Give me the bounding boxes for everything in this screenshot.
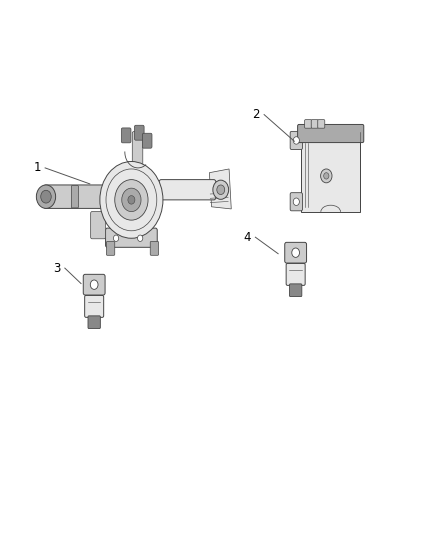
Circle shape [138,235,143,241]
Circle shape [324,173,329,179]
FancyBboxPatch shape [290,131,302,149]
Circle shape [122,188,141,212]
FancyBboxPatch shape [290,284,302,296]
FancyBboxPatch shape [159,180,216,200]
FancyBboxPatch shape [305,119,311,128]
FancyBboxPatch shape [134,125,144,140]
Circle shape [293,198,299,205]
Circle shape [113,235,119,241]
Text: 1: 1 [33,161,41,174]
FancyBboxPatch shape [43,185,108,208]
FancyBboxPatch shape [285,243,307,263]
FancyBboxPatch shape [88,316,100,328]
Text: 2: 2 [252,108,260,121]
Circle shape [115,180,148,220]
FancyBboxPatch shape [301,129,360,212]
Circle shape [321,169,332,183]
Circle shape [292,248,300,257]
Polygon shape [209,169,231,209]
Circle shape [36,185,56,208]
FancyBboxPatch shape [106,228,157,247]
Circle shape [41,190,51,203]
FancyBboxPatch shape [71,185,78,208]
Circle shape [90,280,98,289]
Circle shape [293,136,299,144]
FancyBboxPatch shape [121,128,131,143]
FancyBboxPatch shape [124,202,139,240]
FancyBboxPatch shape [297,124,364,142]
Circle shape [100,161,163,238]
Circle shape [213,180,229,199]
FancyBboxPatch shape [311,119,318,128]
Text: 4: 4 [244,231,251,244]
FancyBboxPatch shape [142,133,152,148]
FancyBboxPatch shape [286,263,305,285]
Text: 3: 3 [53,262,60,274]
FancyBboxPatch shape [150,241,159,255]
FancyBboxPatch shape [91,212,106,239]
FancyBboxPatch shape [290,192,302,211]
FancyBboxPatch shape [106,241,115,255]
FancyBboxPatch shape [132,132,143,167]
FancyBboxPatch shape [85,295,104,317]
Circle shape [128,196,135,204]
FancyBboxPatch shape [83,274,105,295]
FancyBboxPatch shape [318,119,325,128]
Circle shape [217,185,225,195]
